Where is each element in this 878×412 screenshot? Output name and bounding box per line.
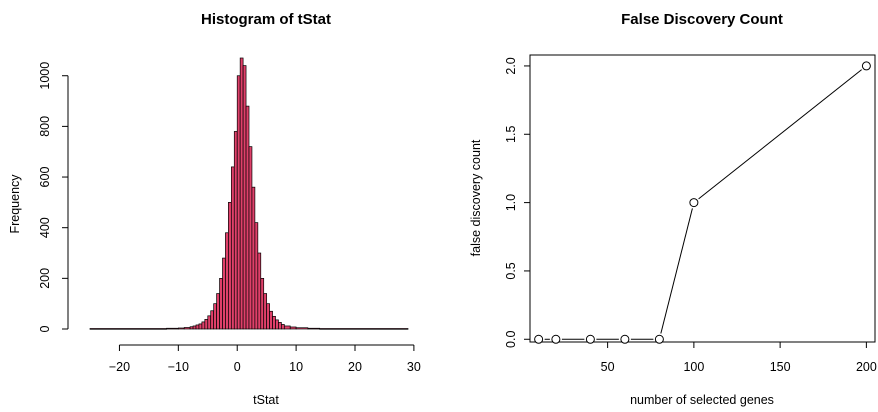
histogram-bar — [195, 324, 200, 330]
histogram-bar — [248, 146, 253, 330]
histogram-bar — [275, 319, 279, 330]
histogram-bar — [283, 325, 291, 330]
false-discovery-x-tick-label: 150 — [770, 360, 791, 374]
false-discovery-point — [585, 334, 595, 344]
histogram-y-axis-label: Frequency — [8, 174, 22, 234]
histogram-bar — [177, 327, 185, 330]
histogram-bar — [207, 315, 212, 330]
histogram-y-tick-label: 1000 — [38, 62, 52, 90]
histogram-x-tick-label: 0 — [234, 360, 241, 374]
histogram-y-tick-label: 200 — [38, 268, 52, 289]
false-discovery-y-tick-label: 0.0 — [504, 331, 518, 348]
histogram-bar — [230, 166, 235, 330]
histogram-x-tick-label: 30 — [407, 360, 421, 374]
histogram-x-tick-label: −10 — [168, 360, 189, 374]
false-discovery-point — [534, 334, 544, 344]
false-discovery-points — [534, 61, 871, 344]
histogram-bar — [210, 310, 215, 330]
false-discovery-point — [551, 334, 561, 344]
histogram-bar — [233, 131, 238, 330]
false-discovery-line-segment — [660, 208, 693, 334]
histogram-bar — [245, 105, 250, 330]
histogram-bar — [225, 232, 229, 330]
histogram-bar — [166, 327, 179, 330]
histogram-bar — [189, 326, 194, 330]
histogram-bar — [183, 327, 191, 330]
histogram-x-tick-label: 10 — [289, 360, 303, 374]
histogram-bar — [219, 278, 223, 330]
histogram-y-tick-label: 400 — [38, 217, 52, 238]
false-discovery-y-tick-label: 0.5 — [504, 262, 518, 279]
false-discovery-y-tick-label: 2.0 — [504, 57, 518, 74]
false-discovery-point — [861, 61, 871, 71]
histogram-bar — [201, 321, 206, 330]
histogram-bar — [278, 322, 282, 330]
false-discovery-panel: False Discovery Count 50 100 150 200 0.0 0.5… — [469, 11, 877, 407]
histogram-bar — [222, 257, 226, 330]
histogram-x-tick-label: 20 — [348, 360, 362, 374]
histogram-bar — [257, 252, 262, 330]
false-discovery-line — [544, 69, 862, 340]
histogram-bar — [254, 222, 259, 330]
histogram-bar — [263, 293, 268, 330]
histogram-bar — [89, 328, 167, 330]
false-discovery-plot-box — [529, 54, 876, 343]
histogram-bar — [266, 303, 270, 330]
false-discovery-point — [620, 334, 630, 344]
histogram-bar — [319, 328, 409, 330]
histogram-bar — [236, 75, 241, 330]
false-discovery-x-tick-label: 200 — [856, 360, 877, 374]
histogram-bar — [251, 186, 256, 330]
false-discovery-line-segment — [698, 69, 862, 200]
false-discovery-title: False Discovery Count — [621, 11, 783, 28]
histogram-bar — [239, 57, 244, 330]
histogram-y-tick-label: 800 — [38, 116, 52, 137]
histogram-bar — [242, 65, 247, 330]
histogram-bar — [228, 202, 232, 330]
histogram-bar — [192, 325, 197, 330]
histogram-bar — [260, 278, 265, 330]
histogram-bars — [89, 57, 409, 330]
histogram-x-axis-label: tStat — [253, 393, 279, 407]
false-discovery-point — [689, 198, 699, 208]
histogram-x-tick-label: −20 — [109, 360, 130, 374]
false-discovery-y-tick-label: 1.0 — [504, 194, 518, 211]
false-discovery-y-axis-label: false discovery count — [469, 139, 483, 256]
false-discovery-x-tick-label: 100 — [683, 360, 704, 374]
histogram-panel: Histogram of tStat −20 −10 0 10 20 30 0 200 400… — [8, 11, 421, 407]
false-discovery-x-tick-label: 50 — [601, 360, 615, 374]
histogram-bar — [295, 327, 309, 330]
histogram-bar — [204, 319, 209, 330]
histogram-y-tick-label: 0 — [38, 325, 52, 332]
histogram-bar — [213, 303, 217, 330]
histogram-x-axis: −20 −10 0 10 20 30 — [109, 344, 421, 374]
histogram-bar — [272, 315, 276, 330]
false-discovery-x-axis-label: number of selected genes — [630, 393, 774, 407]
histogram-bar — [281, 324, 285, 330]
histogram-y-axis: 0 200 400 600 800 1000 — [38, 62, 69, 332]
histogram-y-tick-label: 600 — [38, 167, 52, 188]
false-discovery-y-axis: 0.0 0.5 1.0 1.5 2.0 — [504, 57, 530, 348]
false-discovery-y-tick-label: 1.5 — [504, 126, 518, 143]
histogram-title: Histogram of tStat — [201, 11, 331, 28]
histogram-bar — [289, 326, 297, 330]
histogram-bar — [269, 310, 273, 330]
histogram-bar — [216, 293, 220, 330]
false-discovery-point — [654, 334, 664, 344]
histogram-bar — [307, 327, 321, 330]
false-discovery-x-axis: 50 100 150 200 — [601, 342, 877, 374]
histogram-bar — [198, 323, 203, 330]
